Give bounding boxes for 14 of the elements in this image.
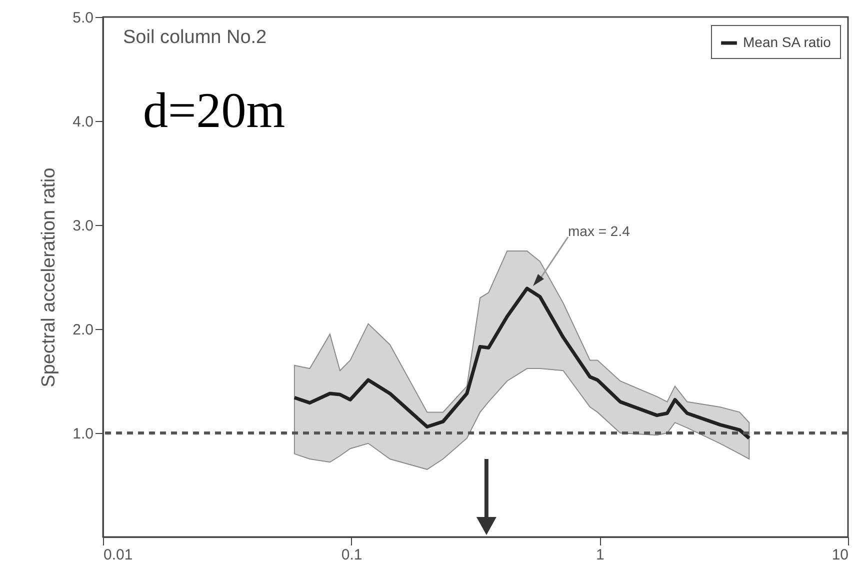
y-axis-title: Spectral acceleration ratio <box>38 168 60 388</box>
y-tick-label: 4.0 <box>72 114 94 130</box>
x-tick-label: 0.01 <box>104 546 133 564</box>
y-tick-label: 5.0 <box>72 10 94 26</box>
annotation: d=20m <box>143 82 286 138</box>
annotation: Soil column No.2 <box>123 27 267 48</box>
x-tick-label: 0.1 <box>341 546 362 564</box>
y-tick-label: 1.0 <box>72 426 94 442</box>
legend-label: Mean SA ratio <box>743 34 832 50</box>
x-tick-label: 10 <box>832 546 848 564</box>
y-tick-label: 3.0 <box>72 218 94 234</box>
y-tick-label: 2.0 <box>72 322 94 338</box>
x-tick-label: 1 <box>596 546 604 564</box>
annotation: max = 2.4 <box>568 223 630 239</box>
